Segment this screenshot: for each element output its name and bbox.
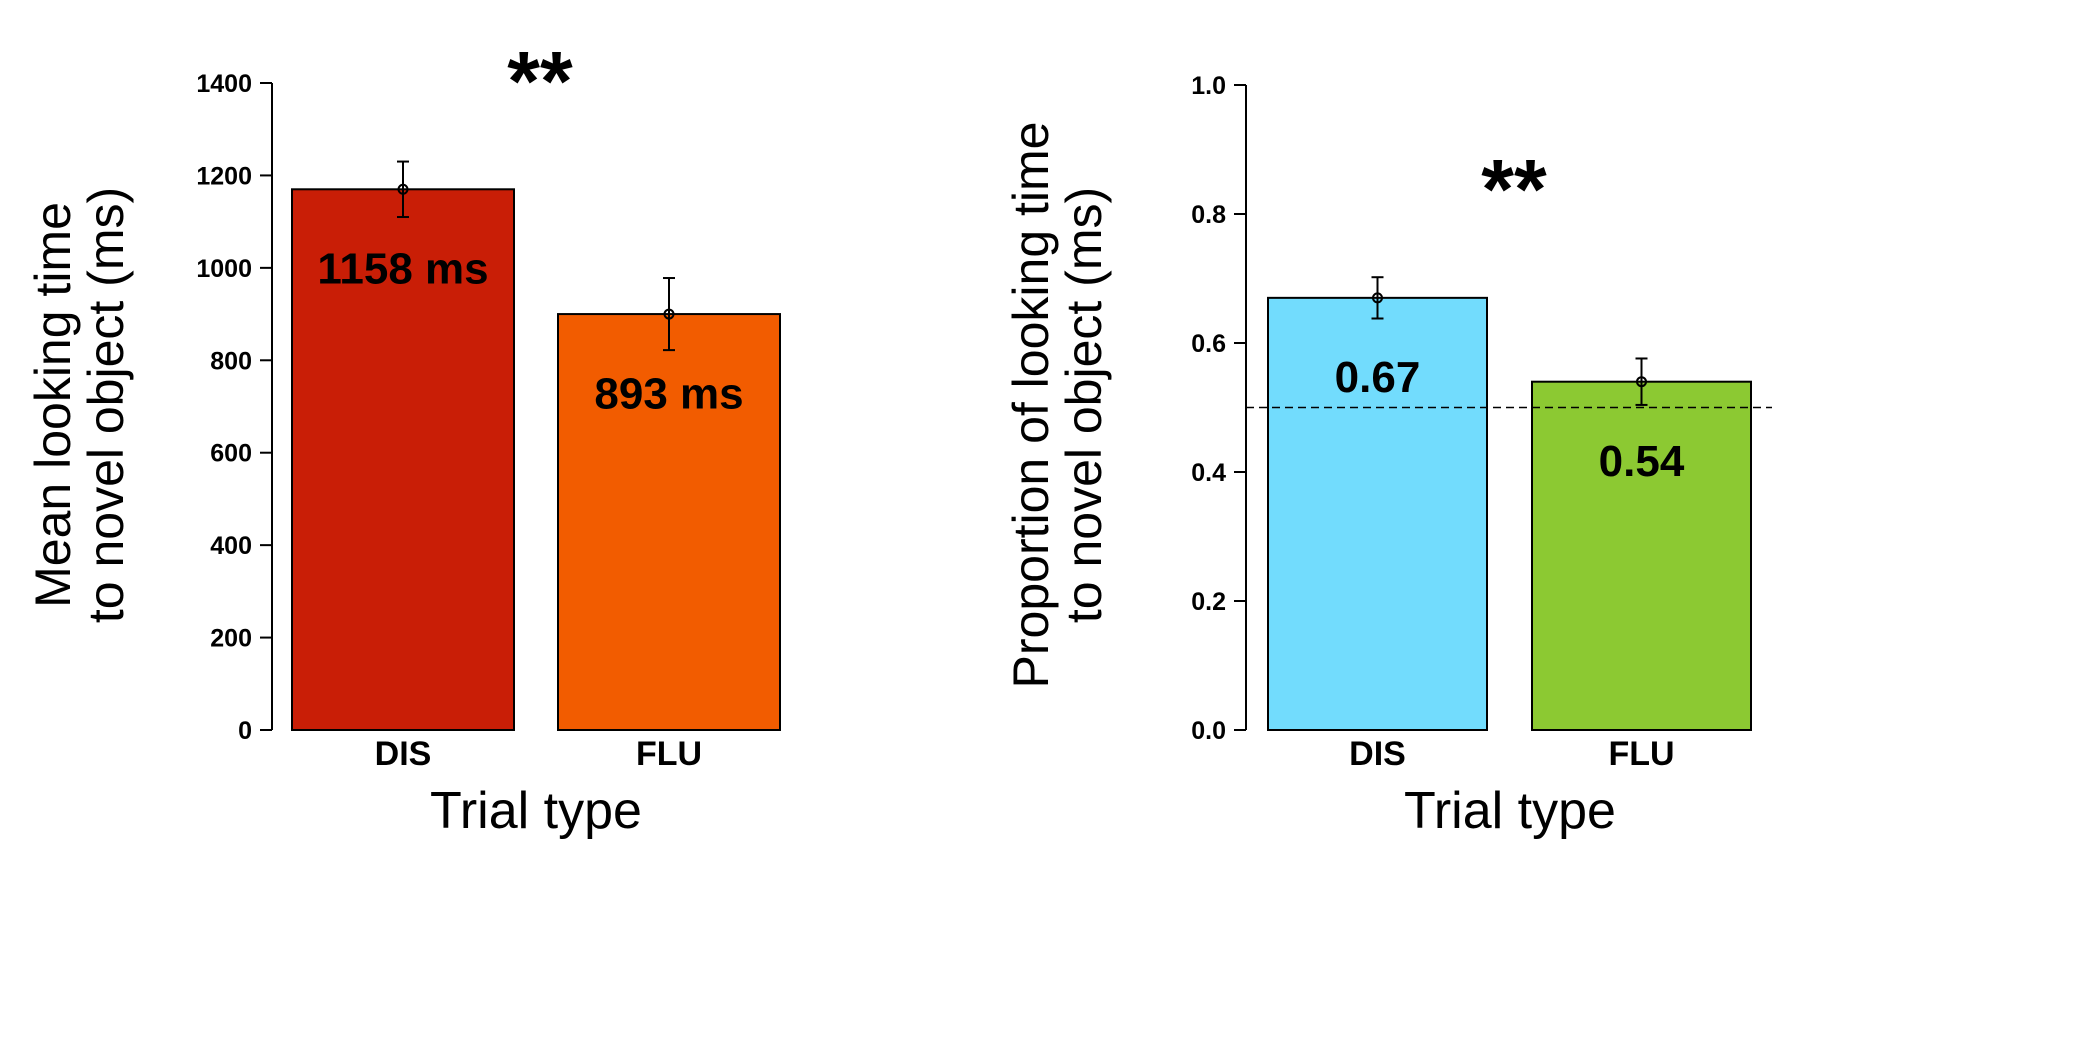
chart1-y-tick-label: 200 <box>210 625 252 653</box>
chart2-significance-marker: ** <box>1481 142 1547 236</box>
chart1-y-tick-label: 0 <box>238 717 252 745</box>
chart2-bar-dis <box>1267 296 1488 731</box>
chart2-mean-point-dis <box>1372 292 1383 304</box>
chart1-significance-marker: ** <box>507 34 573 128</box>
chart2-y-axis-label-line-1: Proportion of looking time <box>1003 122 1059 689</box>
chart1-bar-dis <box>291 188 515 732</box>
chart1-x-category-label-flu: FLU <box>636 735 702 773</box>
chart2-x-category-label-flu: FLU <box>1608 735 1674 773</box>
chart2-bar-value-label-flu: 0.54 <box>1599 437 1685 486</box>
chart1-y-tick-label: 1400 <box>196 70 252 98</box>
chart1-y-tick-label: 600 <box>210 440 252 468</box>
chart1-bar-value-label-flu: 893 ms <box>594 369 743 418</box>
chart1-bar-value-label-dis: 1158 ms <box>317 245 488 294</box>
chart2-y-tick-label: 0.4 <box>1191 459 1226 487</box>
chart1-y-tick-label: 1000 <box>196 255 252 283</box>
chart1-bar-flu <box>557 313 781 731</box>
chart1-y-tick-label: 1200 <box>196 162 252 190</box>
chart2-bar-value-label-dis: 0.67 <box>1335 353 1421 402</box>
chart1-x-axis-label: Trial type <box>430 782 642 840</box>
chart1-mean-point-flu <box>663 308 675 320</box>
chart2-y-tick-label: 0.0 <box>1191 717 1226 745</box>
chart2-y-tick-label: 1.0 <box>1191 72 1226 100</box>
chart1-y-axis-label-line-1: Mean looking time <box>25 202 81 608</box>
chart1-y-tick-label: 800 <box>210 347 252 375</box>
chart1-x-category-label-dis: DIS <box>375 735 432 773</box>
chart2-y-axis-label-line-2: to novel object (ms) <box>1056 187 1112 623</box>
chart2-x-category-label-dis: DIS <box>1349 735 1406 773</box>
chart1-y-tick-label: 400 <box>210 532 252 560</box>
chart1-mean-point-dis <box>397 183 409 195</box>
chart2-bar-flu <box>1531 380 1752 731</box>
chart1-y-axis-label-line-2: to novel object (ms) <box>78 187 134 623</box>
chart2-mean-point-flu <box>1636 376 1647 388</box>
chart2-y-tick-label: 0.2 <box>1191 588 1226 616</box>
chart2-x-axis-label: Trial type <box>1404 782 1616 840</box>
chart2-y-tick-label: 0.8 <box>1191 201 1226 229</box>
chart2-y-tick-label: 0.6 <box>1191 330 1226 358</box>
